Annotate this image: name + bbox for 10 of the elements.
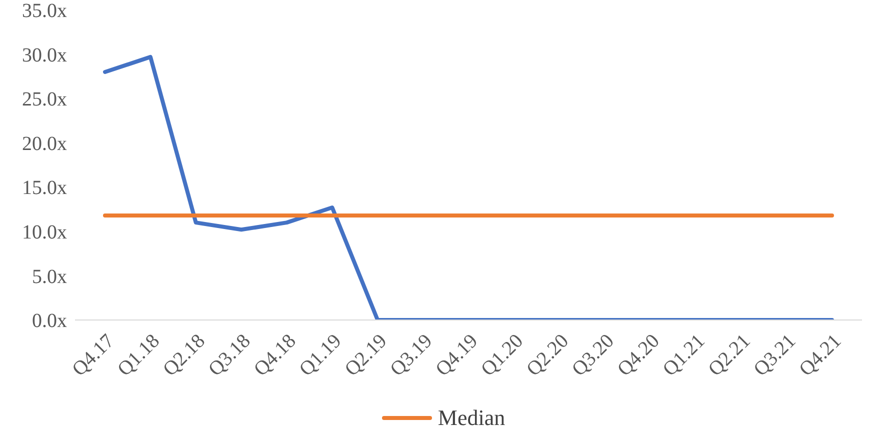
y-tick-label: 0.0x (32, 310, 67, 332)
y-tick-label: 20.0x (22, 132, 67, 155)
line-series (103, 54, 834, 320)
y-tick-label: 25.0x (22, 88, 67, 111)
legend-label: Median (438, 405, 506, 431)
y-tick-label: 5.0x (32, 266, 67, 288)
y-tick-label: 35.0x (22, 0, 67, 22)
y-tick-label: 10.0x (22, 222, 67, 244)
y-tick-label: 15.0x (22, 177, 67, 200)
y-tick-label: 30.0x (22, 44, 67, 66)
